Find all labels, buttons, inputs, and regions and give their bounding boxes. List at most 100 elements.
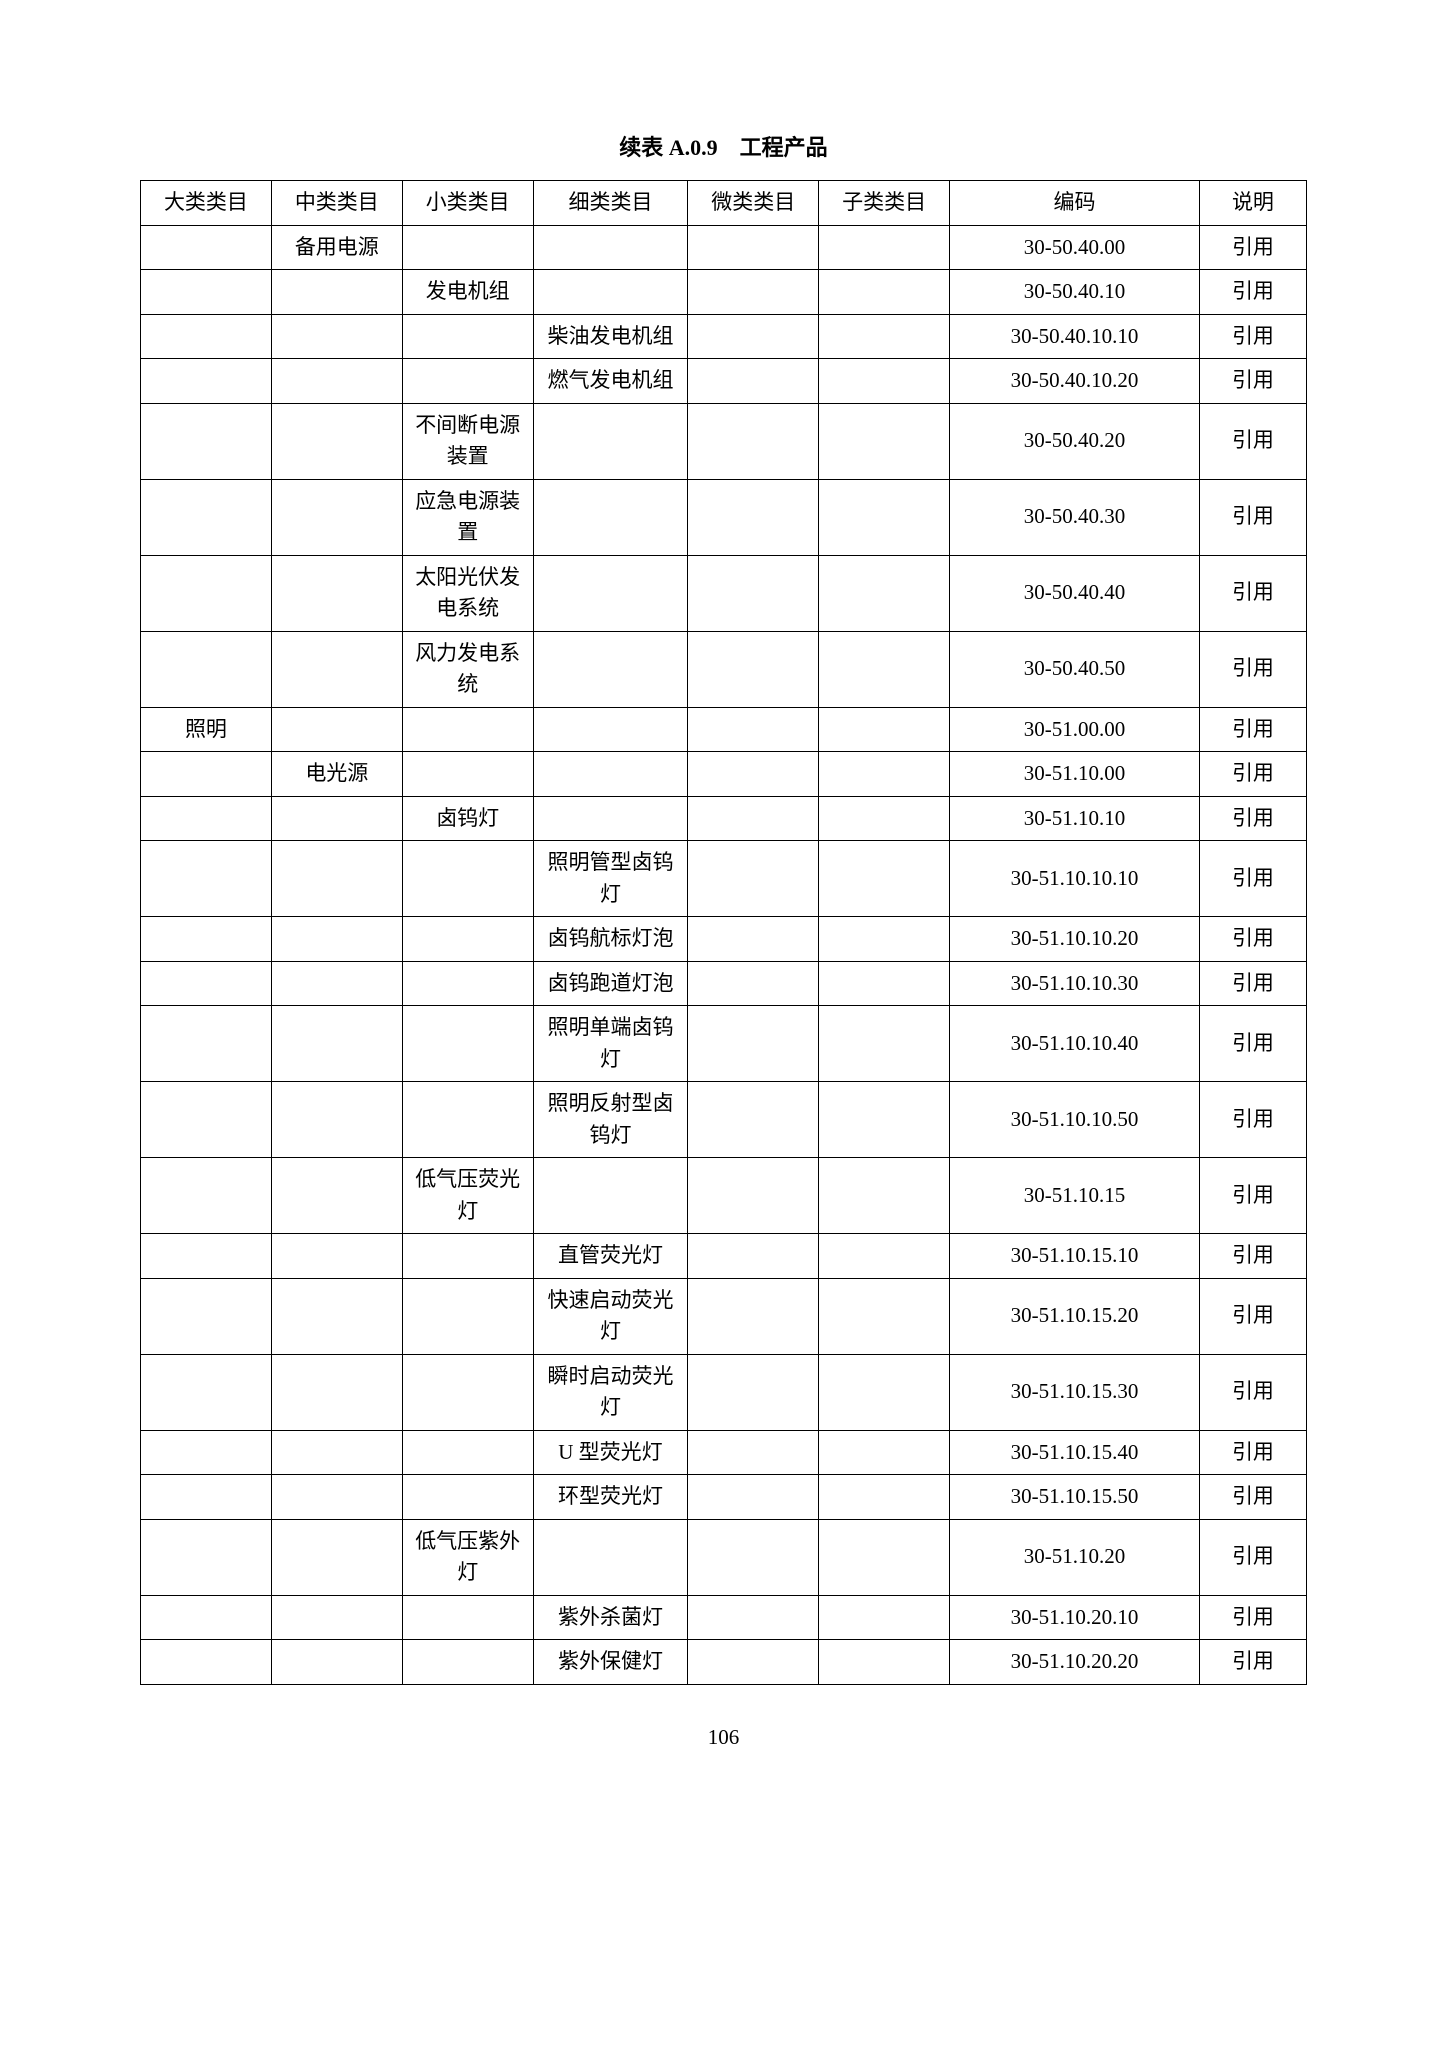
table-cell [819, 403, 950, 479]
page-number: 106 [140, 1725, 1307, 1750]
table-row: 紫外保健灯30-51.10.20.20引用 [141, 1640, 1307, 1685]
table-cell: 30-50.40.40 [950, 555, 1200, 631]
table-cell [819, 1519, 950, 1595]
table-row: 风力发电系统30-50.40.50引用 [141, 631, 1307, 707]
table-cell [819, 555, 950, 631]
col-header: 中类类目 [271, 181, 402, 226]
table-cell: 30-51.10.10.10 [950, 841, 1200, 917]
table-cell [402, 1234, 533, 1279]
table-cell: 30-51.10.10.30 [950, 961, 1200, 1006]
table-cell [533, 555, 688, 631]
page-container: 续表 A.0.9 工程产品 大类类目 中类类目 小类类目 细类类目 微类类目 子… [0, 0, 1447, 1810]
table-cell [819, 752, 950, 797]
table-cell [141, 1082, 272, 1158]
col-header: 微类类目 [688, 181, 819, 226]
table-cell [688, 1475, 819, 1520]
table-cell [141, 841, 272, 917]
table-cell: 引用 [1199, 1082, 1306, 1158]
table-row: 紫外杀菌灯30-51.10.20.10引用 [141, 1595, 1307, 1640]
table-cell: 燃气发电机组 [533, 359, 688, 404]
table-cell: 30-51.10.10.50 [950, 1082, 1200, 1158]
table-cell [688, 1006, 819, 1082]
table-cell [141, 1354, 272, 1430]
table-cell: 低气压荧光灯 [402, 1158, 533, 1234]
table-cell [271, 707, 402, 752]
table-cell: 应急电源装置 [402, 479, 533, 555]
table-cell: 引用 [1199, 1519, 1306, 1595]
table-row: U 型荧光灯30-51.10.15.40引用 [141, 1430, 1307, 1475]
table-cell [533, 1519, 688, 1595]
table-cell: 快速启动荧光灯 [533, 1278, 688, 1354]
table-cell: 直管荧光灯 [533, 1234, 688, 1279]
table-row: 不间断电源装置30-50.40.20引用 [141, 403, 1307, 479]
table-cell [688, 555, 819, 631]
table-cell [688, 841, 819, 917]
table-cell [533, 707, 688, 752]
table-cell: 30-51.10.15.50 [950, 1475, 1200, 1520]
table-cell [271, 555, 402, 631]
table-cell [141, 1158, 272, 1234]
table-cell [533, 752, 688, 797]
table-cell [141, 796, 272, 841]
table-row: 照明管型卤钨灯30-51.10.10.10引用 [141, 841, 1307, 917]
table-cell [271, 359, 402, 404]
table-cell: 柴油发电机组 [533, 314, 688, 359]
table-cell: 引用 [1199, 917, 1306, 962]
table-row: 快速启动荧光灯30-51.10.15.20引用 [141, 1278, 1307, 1354]
table-row: 电光源30-51.10.00引用 [141, 752, 1307, 797]
table-cell: 卤钨灯 [402, 796, 533, 841]
table-cell [533, 1158, 688, 1234]
table-cell [688, 752, 819, 797]
table-cell [271, 1519, 402, 1595]
table-cell [271, 270, 402, 315]
table-cell [271, 1430, 402, 1475]
table-cell: 卤钨跑道灯泡 [533, 961, 688, 1006]
table-cell: 引用 [1199, 479, 1306, 555]
table-cell: 引用 [1199, 359, 1306, 404]
table-cell [141, 359, 272, 404]
table-cell [688, 1640, 819, 1685]
table-cell [271, 631, 402, 707]
table-cell [688, 1234, 819, 1279]
table-cell [688, 1430, 819, 1475]
table-row: 柴油发电机组30-50.40.10.10引用 [141, 314, 1307, 359]
table-cell: 照明管型卤钨灯 [533, 841, 688, 917]
table-cell [141, 631, 272, 707]
col-header: 编码 [950, 181, 1200, 226]
table-cell: 照明反射型卤钨灯 [533, 1082, 688, 1158]
table-cell [141, 479, 272, 555]
table-cell [819, 270, 950, 315]
table-cell [141, 1595, 272, 1640]
table-cell: 发电机组 [402, 270, 533, 315]
table-title: 续表 A.0.9 工程产品 [140, 130, 1307, 162]
table-cell [271, 1278, 402, 1354]
table-cell: 引用 [1199, 225, 1306, 270]
table-cell [819, 1006, 950, 1082]
table-cell [402, 707, 533, 752]
table-cell [688, 796, 819, 841]
products-table: 大类类目 中类类目 小类类目 细类类目 微类类目 子类类目 编码 说明 备用电源… [140, 180, 1307, 1685]
table-cell [141, 1234, 272, 1279]
table-cell: 30-51.10.20 [950, 1519, 1200, 1595]
table-row: 照明30-51.00.00引用 [141, 707, 1307, 752]
table-cell: 引用 [1199, 1158, 1306, 1234]
table-cell [271, 403, 402, 479]
table-cell [141, 1475, 272, 1520]
table-cell: 风力发电系统 [402, 631, 533, 707]
table-cell: 引用 [1199, 1006, 1306, 1082]
table-cell [141, 1278, 272, 1354]
table-cell: 紫外杀菌灯 [533, 1595, 688, 1640]
table-cell [819, 1595, 950, 1640]
table-cell: 引用 [1199, 270, 1306, 315]
table-row: 卤钨航标灯泡30-51.10.10.20引用 [141, 917, 1307, 962]
table-cell [271, 479, 402, 555]
table-cell: 备用电源 [271, 225, 402, 270]
table-cell: 30-51.10.15 [950, 1158, 1200, 1234]
table-row: 照明反射型卤钨灯 30-51.10.10.50引用 [141, 1082, 1307, 1158]
table-cell: 太阳光伏发电系统 [402, 555, 533, 631]
table-cell [819, 1354, 950, 1430]
col-header: 说明 [1199, 181, 1306, 226]
table-cell: 30-51.10.20.10 [950, 1595, 1200, 1640]
table-cell [141, 225, 272, 270]
table-cell [141, 403, 272, 479]
